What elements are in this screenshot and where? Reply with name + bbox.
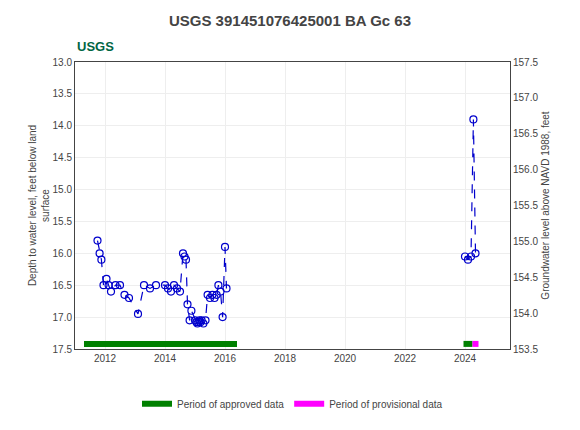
svg-text:Groundwater level above NAVD 1: Groundwater level above NAVD 1988, feet	[540, 111, 551, 299]
svg-text:15.0: 15.0	[53, 184, 73, 195]
svg-text:157.0: 157.0	[513, 92, 538, 103]
svg-text:157.5: 157.5	[513, 57, 538, 68]
svg-text:13.5: 13.5	[53, 88, 73, 99]
svg-text:14.5: 14.5	[53, 152, 73, 163]
svg-text:2018: 2018	[274, 353, 297, 364]
svg-text:155.5: 155.5	[513, 200, 538, 211]
svg-text:156.0: 156.0	[513, 164, 538, 175]
svg-text:13.0: 13.0	[53, 57, 73, 68]
svg-text:2022: 2022	[394, 353, 417, 364]
svg-text:153.5: 153.5	[513, 344, 538, 355]
svg-text:Depth to water level, feet bel: Depth to water level, feet below landsur…	[27, 125, 51, 286]
svg-text:156.5: 156.5	[513, 128, 538, 139]
svg-text:14.0: 14.0	[53, 120, 73, 131]
svg-text:155.0: 155.0	[513, 236, 538, 247]
svg-text:154.5: 154.5	[513, 272, 538, 283]
svg-text:17.0: 17.0	[53, 312, 73, 323]
svg-text:Period of approved data: Period of approved data	[177, 399, 284, 410]
svg-text:2014: 2014	[154, 353, 177, 364]
svg-text:16.0: 16.0	[53, 248, 73, 259]
svg-text:Period of provisional data: Period of provisional data	[329, 399, 442, 410]
svg-text:2016: 2016	[214, 353, 237, 364]
svg-text:154.0: 154.0	[513, 308, 538, 319]
svg-text:USGS 391451076425001 BA Gc 63: USGS 391451076425001 BA Gc 63	[169, 12, 411, 29]
svg-text:2024: 2024	[454, 353, 477, 364]
svg-text:2012: 2012	[94, 353, 117, 364]
svg-text:16.5: 16.5	[53, 280, 73, 291]
svg-text:15.5: 15.5	[53, 216, 73, 227]
svg-text:USGS: USGS	[77, 39, 114, 54]
svg-text:2020: 2020	[334, 353, 357, 364]
svg-text:17.5: 17.5	[53, 344, 73, 355]
